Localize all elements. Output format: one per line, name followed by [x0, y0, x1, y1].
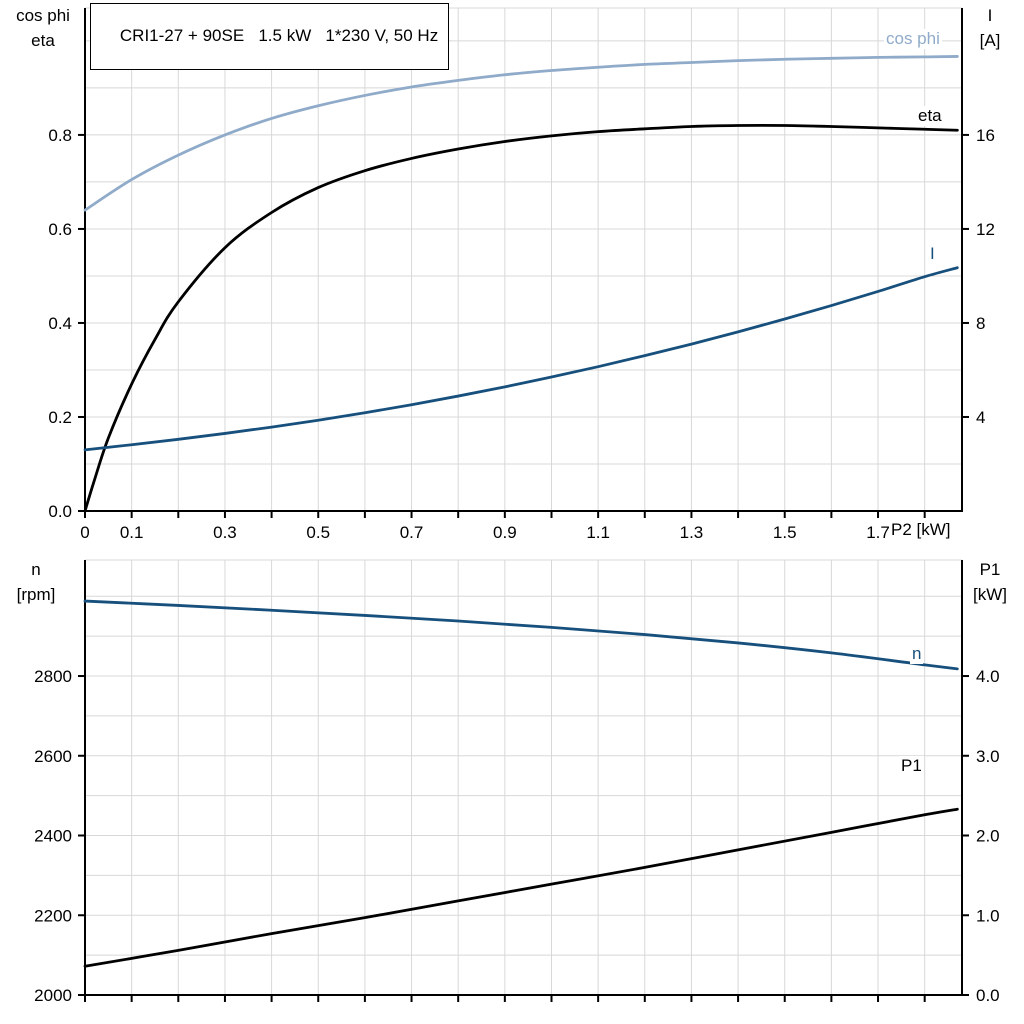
svg-text:0.5: 0.5: [306, 523, 330, 542]
svg-text:0.9: 0.9: [493, 523, 517, 542]
svg-text:2200: 2200: [34, 906, 72, 925]
svg-text:1.3: 1.3: [680, 523, 704, 542]
bottom-left-axis-title: n [rpm]: [4, 557, 68, 607]
svg-text:2400: 2400: [34, 827, 72, 846]
svg-text:2.0: 2.0: [976, 827, 1000, 846]
speed-curve-label: n: [910, 644, 924, 664]
left-axis-title-eta: eta: [31, 31, 55, 50]
svg-text:0.1: 0.1: [120, 523, 144, 542]
x-axis-label: P2 [kW]: [891, 520, 951, 539]
svg-text:4: 4: [976, 408, 985, 427]
svg-text:3.0: 3.0: [976, 747, 1000, 766]
left-axis-title-speed: n: [31, 560, 41, 579]
cos-phi-curve-label: cos phi: [884, 29, 942, 49]
svg-text:0.4: 0.4: [48, 314, 72, 333]
left-axis-title-speed-unit: [rpm]: [16, 585, 56, 604]
svg-text:8: 8: [976, 314, 985, 333]
svg-text:16: 16: [976, 126, 995, 145]
bottom-right-axis-title: P1 [kW]: [960, 557, 1020, 607]
svg-text:2600: 2600: [34, 747, 72, 766]
eta-curve-label: eta: [916, 106, 944, 126]
chart-title: CRI1-27 + 90SE 1.5 kW 1*230 V, 50 Hz: [119, 26, 439, 45]
svg-text:2000: 2000: [34, 986, 72, 1005]
top-left-axis-title: cos phi eta: [4, 3, 82, 53]
left-axis-title-cos-phi: cos phi: [16, 6, 70, 25]
svg-text:0.8: 0.8: [48, 126, 72, 145]
right-axis-title-power-unit: [kW]: [973, 585, 1007, 604]
svg-text:0.0: 0.0: [48, 502, 72, 521]
chart-title-box: CRI1-27 + 90SE 1.5 kW 1*230 V, 50 Hz: [90, 3, 450, 70]
svg-text:1.5: 1.5: [773, 523, 797, 542]
top-right-axis-title: I [A]: [962, 3, 1018, 53]
svg-text:0: 0: [80, 523, 89, 542]
svg-text:0.2: 0.2: [48, 408, 72, 427]
right-axis-title-current: I: [987, 6, 993, 25]
svg-text:0.3: 0.3: [213, 523, 237, 542]
svg-text:1.0: 1.0: [976, 906, 1000, 925]
svg-text:4.0: 4.0: [976, 667, 1000, 686]
right-axis-title-current-unit: [A]: [979, 31, 1001, 50]
right-axis-title-power: P1: [979, 560, 1001, 579]
svg-text:1.7: 1.7: [866, 523, 890, 542]
svg-text:0.7: 0.7: [400, 523, 424, 542]
svg-text:2800: 2800: [34, 667, 72, 686]
svg-text:0.0: 0.0: [976, 986, 1000, 1005]
svg-text:1.1: 1.1: [586, 523, 610, 542]
svg-text:12: 12: [976, 220, 995, 239]
power-curve-label: P1: [899, 756, 924, 776]
current-curve-label: I: [928, 244, 937, 264]
svg-text:0.6: 0.6: [48, 220, 72, 239]
